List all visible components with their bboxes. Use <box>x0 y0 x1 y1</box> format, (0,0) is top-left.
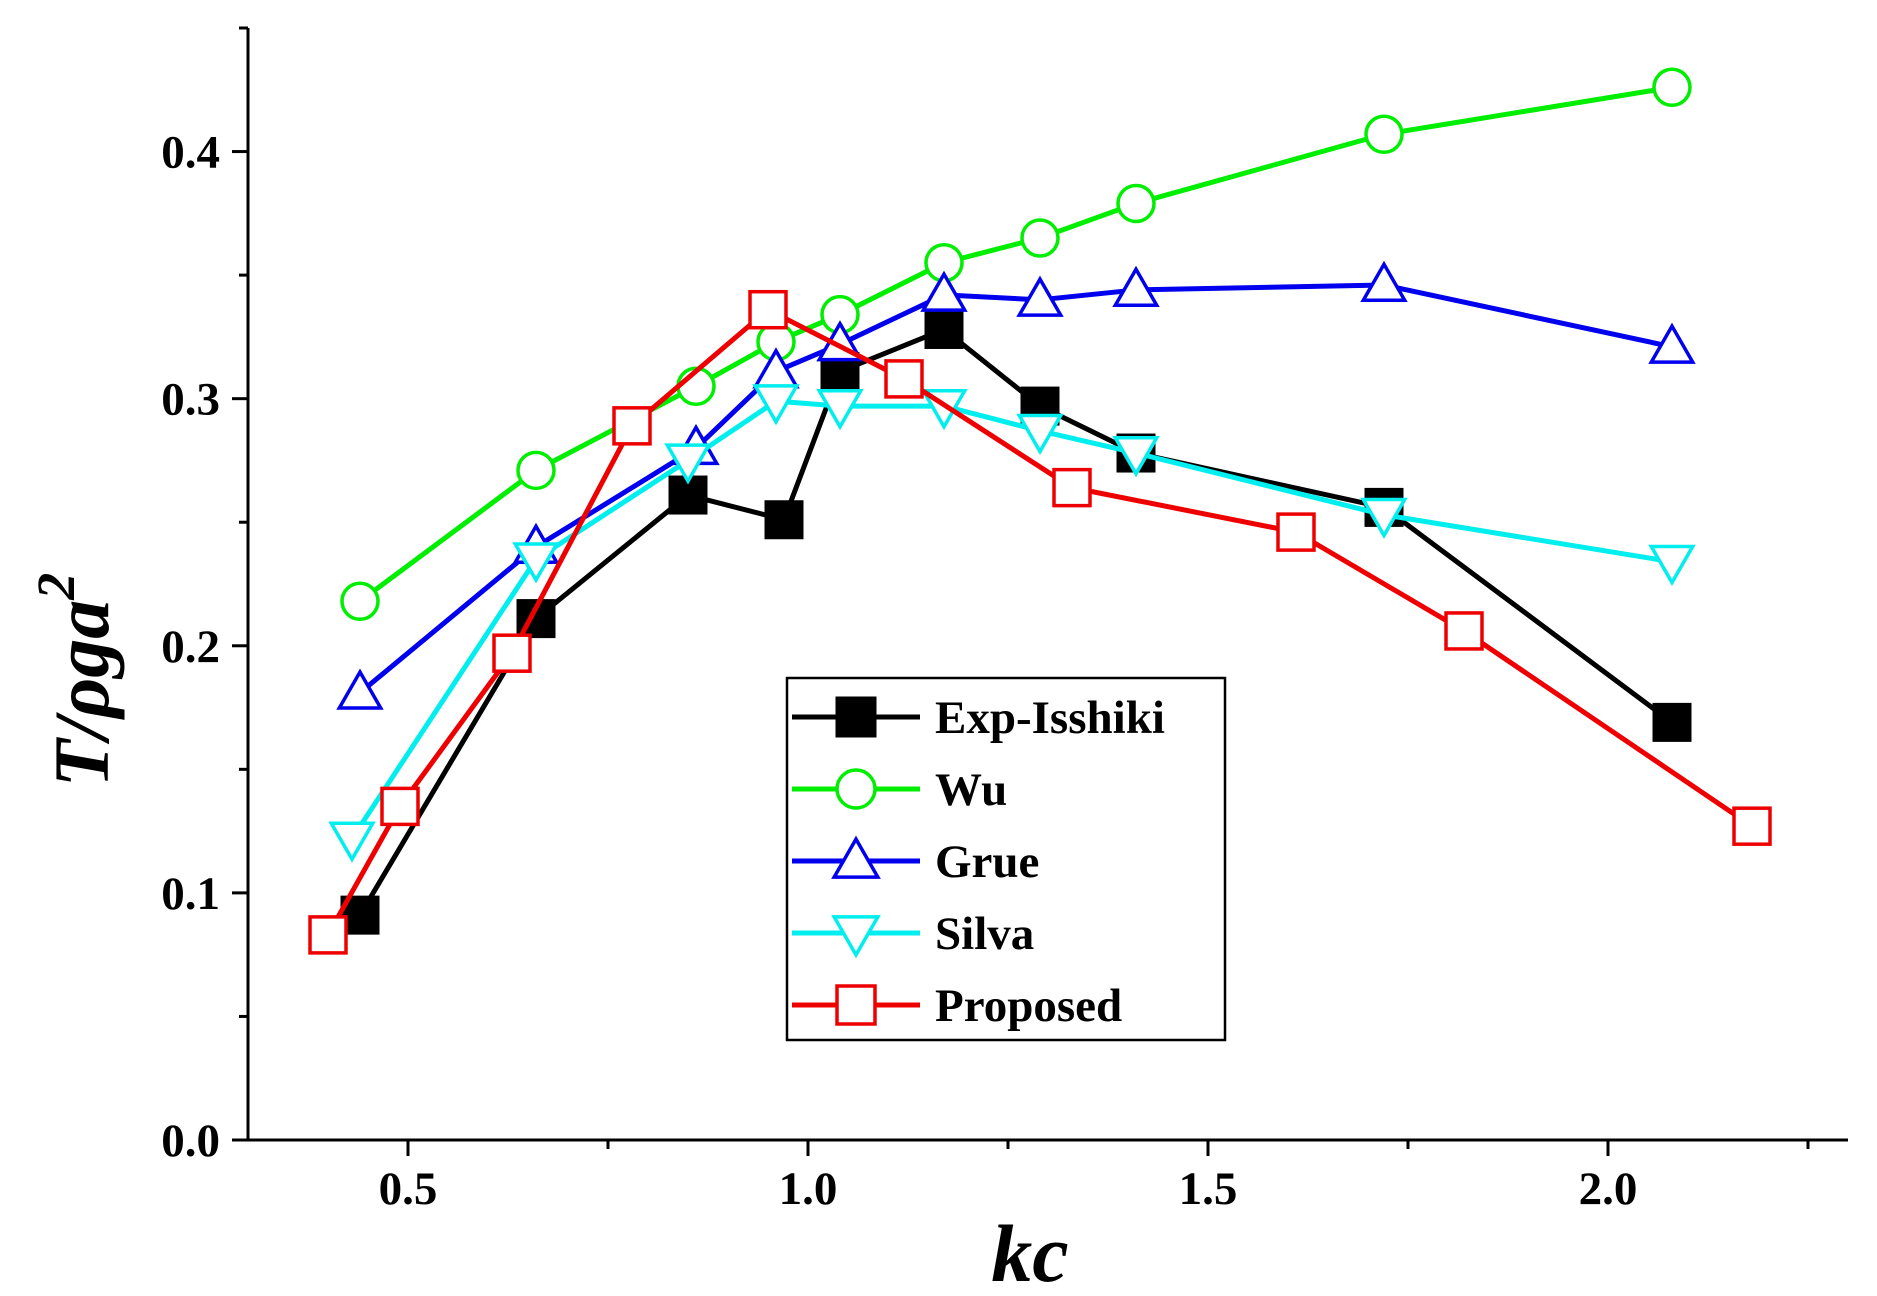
series-line <box>325 307 1754 937</box>
data-point <box>1360 497 1408 540</box>
data-point <box>752 384 800 426</box>
series-silva <box>328 384 1696 863</box>
data-point <box>1732 806 1772 846</box>
x-axis-title: kc <box>991 1208 1068 1296</box>
legend-marker <box>835 984 877 1026</box>
data-point <box>492 633 532 673</box>
data-point <box>516 450 556 491</box>
data-point <box>1360 260 1408 303</box>
svg-text:T/ρga2: T/ρga2 <box>26 573 125 788</box>
data-point <box>1648 322 1696 364</box>
series-proposed <box>308 289 1772 955</box>
legend-label: Proposed <box>935 980 1122 1032</box>
data-point <box>748 289 788 330</box>
data-point <box>1444 611 1484 651</box>
series-grue <box>336 260 1696 710</box>
y-tick-label: 0.4 <box>161 127 220 179</box>
legend-marker <box>835 768 877 810</box>
legend-marker <box>831 915 881 959</box>
data-point <box>612 406 652 446</box>
axes: 0.0 0.1 0.2 0.3 0.4 0.5 1.0 1.5 2.0 <box>161 26 1848 1215</box>
x-tick-label: 1.0 <box>779 1163 838 1215</box>
legend-label: Wu <box>935 764 1007 816</box>
data-point <box>1116 183 1156 224</box>
legend-item: Exp-Isshiki <box>792 692 1165 744</box>
data-point <box>1652 67 1692 108</box>
series-line <box>349 398 1673 840</box>
legend-marker <box>835 696 877 738</box>
y-tick-label: 0.0 <box>161 1115 220 1167</box>
data-point <box>752 347 800 389</box>
data-point <box>920 270 968 312</box>
series-line <box>358 84 1673 604</box>
data-point <box>1020 218 1060 258</box>
series-layer <box>308 67 1772 955</box>
legend: Exp-Isshiki Wu Grue Silva Proposed <box>785 676 1227 1042</box>
y-axis-title-superscript: 2 <box>26 573 86 601</box>
data-point <box>380 786 420 827</box>
data-point <box>816 389 864 431</box>
data-point <box>1016 413 1064 456</box>
y-tick-label: 0.1 <box>161 868 220 920</box>
data-point <box>1648 544 1696 586</box>
data-point <box>336 668 384 710</box>
data-point <box>308 915 348 955</box>
series-line <box>357 326 1674 917</box>
legend-item: Wu <box>792 764 1007 816</box>
y-tick-label: 0.3 <box>161 374 220 426</box>
data-point <box>328 821 376 863</box>
y-axis-title-main: T/ρga <box>38 600 125 788</box>
data-point <box>1052 467 1092 508</box>
x-tick-label: 2.0 <box>1579 1163 1638 1215</box>
series-line <box>358 282 1673 695</box>
data-point <box>924 309 964 349</box>
legend-item: Silva <box>792 908 1034 960</box>
data-point <box>1364 114 1404 155</box>
x-tick-label: 0.5 <box>379 1163 438 1215</box>
data-point <box>1016 275 1064 317</box>
legend-label: Silva <box>935 908 1034 960</box>
labels: kc T/ρga2 <box>26 573 1069 1296</box>
legend-label: Grue <box>935 836 1039 888</box>
data-point <box>1276 512 1316 552</box>
data-point <box>340 581 380 622</box>
legend-item: Proposed <box>792 980 1122 1032</box>
legend-label: Exp-Isshiki <box>935 692 1165 744</box>
series-wu <box>340 67 1692 622</box>
data-point <box>1652 702 1692 742</box>
legend-marker <box>831 835 881 879</box>
data-point <box>764 500 804 540</box>
data-point <box>512 542 560 584</box>
y-tick-label: 0.2 <box>161 621 220 673</box>
data-point <box>884 359 924 399</box>
data-point <box>1112 435 1160 478</box>
y-axis-title: T/ρga2 <box>26 573 125 788</box>
legend-item: Grue <box>792 835 1039 888</box>
data-point <box>1112 265 1160 307</box>
data-point <box>664 443 712 485</box>
x-tick-label: 1.5 <box>1179 1163 1238 1215</box>
